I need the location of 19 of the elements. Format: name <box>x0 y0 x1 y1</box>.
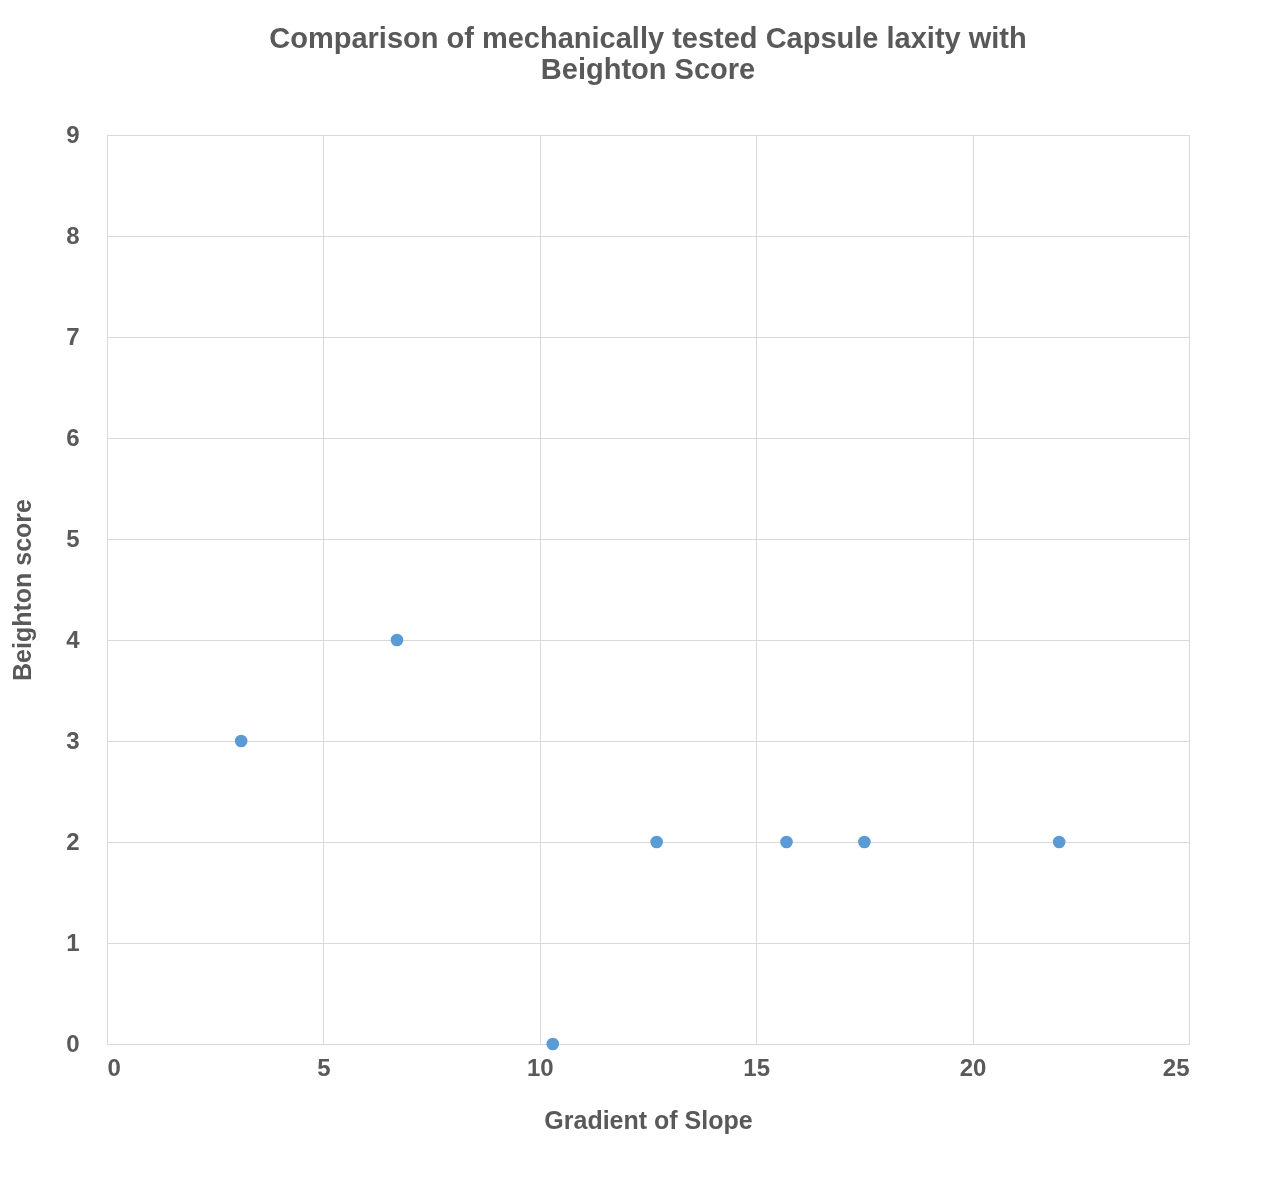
x-tick-label: 0 <box>107 1053 121 1081</box>
y-tick-label: 1 <box>66 928 80 956</box>
y-tick-label: 4 <box>66 625 81 653</box>
y-tick-label: 3 <box>66 726 80 754</box>
x-axis-title: Gradient of Slope <box>544 1105 753 1134</box>
x-tick-label: 25 <box>1162 1053 1190 1081</box>
y-tick-label: 9 <box>66 120 80 148</box>
x-tick-label: 5 <box>317 1053 331 1081</box>
chart-title: Comparison of mechanically tested Capsule laxity with Beighton Score <box>269 22 1027 85</box>
x-tick-label: 20 <box>959 1053 987 1081</box>
y-tick-label: 7 <box>66 322 80 350</box>
x-tick-label: 10 <box>526 1053 554 1081</box>
y-tick-label: 0 <box>66 1029 80 1057</box>
x-tick-label: 15 <box>743 1053 771 1081</box>
y-tick-label: 5 <box>66 524 80 552</box>
y-tick-label: 8 <box>66 221 80 249</box>
y-axis-title: Beighton score <box>8 498 37 681</box>
y-tick-label: 2 <box>66 827 80 855</box>
y-tick-label: 6 <box>66 423 80 451</box>
